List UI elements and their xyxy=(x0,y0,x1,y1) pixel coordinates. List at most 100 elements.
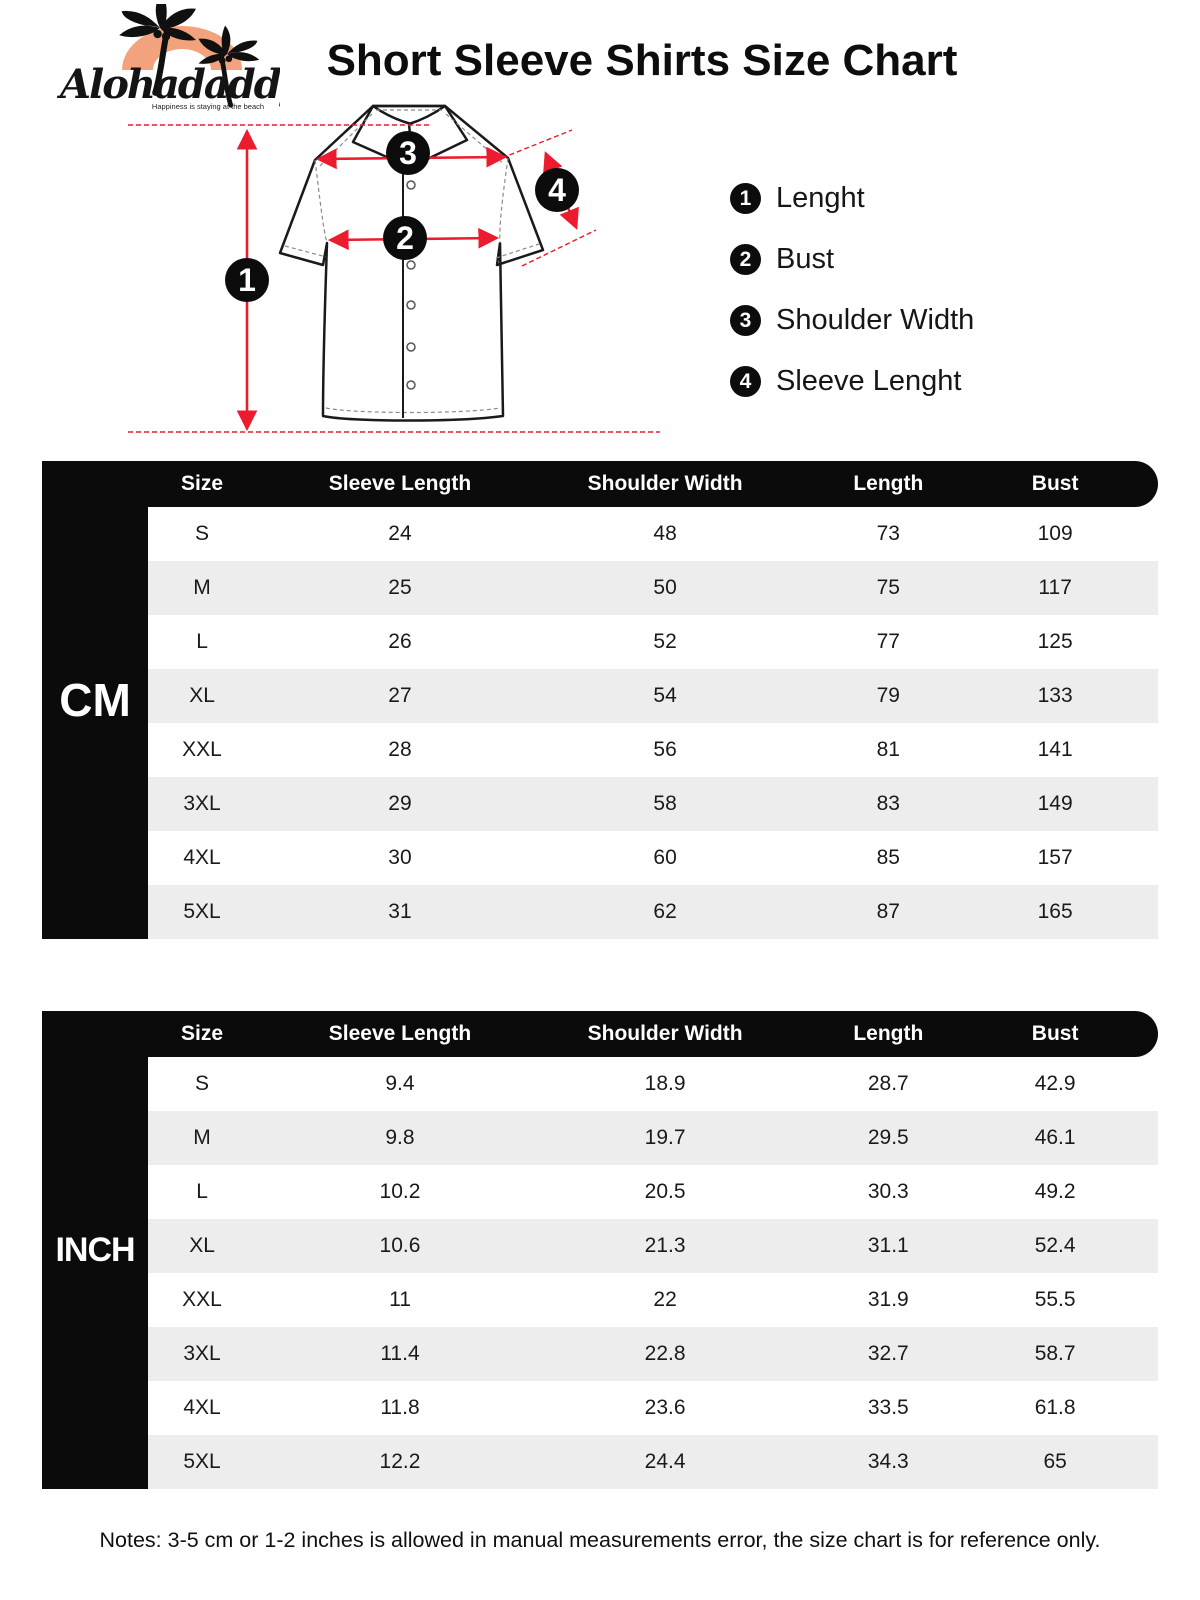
table-cell: 26 xyxy=(388,630,412,653)
diagram-marker-shoulder: 3 xyxy=(386,131,430,175)
table-cell: 18.9 xyxy=(644,1072,686,1095)
table-cell: 75 xyxy=(876,576,900,599)
table-cell: 10.6 xyxy=(379,1234,421,1257)
table-cell: 9.4 xyxy=(385,1072,415,1095)
size-table-cm: CM Size Sleeve Length Shoulder Width Len… xyxy=(42,461,1158,939)
table-cell: 60 xyxy=(653,846,677,869)
table-cell: 5XL xyxy=(183,900,221,923)
table-row: M 25 50 75 117 xyxy=(148,561,1158,615)
column-header-shoulder-width: Shoulder Width xyxy=(587,1022,743,1045)
table-cell: 33.5 xyxy=(867,1396,909,1419)
table-cell: L xyxy=(196,630,208,653)
svg-text:3: 3 xyxy=(399,135,417,171)
table-cell: 81 xyxy=(876,738,900,761)
table-row: 4XL 30 60 85 157 xyxy=(148,831,1158,885)
table-cell: 32.7 xyxy=(867,1342,909,1365)
brand-tagline: Happiness is staying at the beach xyxy=(152,102,264,111)
table-cell: 46.1 xyxy=(1034,1126,1076,1149)
table-row: L 26 52 77 125 xyxy=(148,615,1158,669)
table-cell: 56 xyxy=(653,738,677,761)
table-cell: 12.2 xyxy=(379,1450,421,1473)
table-cell: 3XL xyxy=(183,1342,221,1365)
table-cell: 165 xyxy=(1037,900,1073,923)
legend-item-length: 1 Lenght xyxy=(730,182,974,214)
column-header-length: Length xyxy=(853,472,924,495)
table-cell: 30.3 xyxy=(867,1180,909,1203)
table-cell: 65 xyxy=(1043,1450,1067,1473)
table-cell: 28.7 xyxy=(867,1072,909,1095)
table-cell: 50 xyxy=(653,576,677,599)
table-cell: 141 xyxy=(1037,738,1073,761)
table-cell: 42.9 xyxy=(1034,1072,1076,1095)
measurement-legend: 1 Lenght 2 Bust 3 Shoulder Width 4 Sleev… xyxy=(730,182,975,427)
table-cell: 29.5 xyxy=(867,1126,909,1149)
table-row: 4XL 11.8 23.6 33.5 61.8 xyxy=(148,1381,1158,1435)
table-cell: 49.2 xyxy=(1034,1180,1076,1203)
table-cell: XL xyxy=(189,684,215,707)
table-row: 5XL 31 62 87 165 xyxy=(148,885,1158,939)
table-cell: S xyxy=(195,522,210,545)
legend-label: Sleeve Lenght xyxy=(776,365,962,397)
table-cell: 58 xyxy=(653,792,677,815)
diagram-marker-sleeve: 4 xyxy=(535,168,579,212)
column-header-size: Size xyxy=(181,1022,224,1045)
table-cell: 31.9 xyxy=(867,1288,909,1311)
table-cell: 28 xyxy=(388,738,412,761)
column-header-bust: Bust xyxy=(1031,1022,1079,1045)
table-cell: 62 xyxy=(653,900,677,923)
palm-tree-icon xyxy=(198,25,260,108)
page-title: Short Sleeve Shirts Size Chart xyxy=(326,36,958,85)
table-header-cm: Size Sleeve Length Shoulder Width Length… xyxy=(42,461,1158,507)
unit-label-cm: CM xyxy=(42,461,148,939)
diagram-marker-length: 1 xyxy=(225,258,269,302)
legend-item-bust: 2 Bust xyxy=(730,243,974,275)
table-cell: 52 xyxy=(653,630,677,653)
brand-name: Alohadaddy xyxy=(56,61,280,108)
legend-number-badge: 3 xyxy=(730,305,761,336)
column-header-sleeve-length: Sleeve Length xyxy=(328,1022,472,1045)
table-row: 5XL 12.2 24.4 34.3 65 xyxy=(148,1435,1158,1489)
table-cell: 11 xyxy=(389,1288,411,1311)
column-header-shoulder-width: Shoulder Width xyxy=(587,472,743,495)
table-cell: 34.3 xyxy=(867,1450,909,1473)
table-cell: 77 xyxy=(876,630,900,653)
table-cell: 3XL xyxy=(183,792,221,815)
table-cell: S xyxy=(195,1072,210,1095)
legend-label: Shoulder Width xyxy=(776,304,975,336)
table-cell: 54 xyxy=(653,684,677,707)
table-cell: 21.3 xyxy=(644,1234,686,1257)
table-cell: 61.8 xyxy=(1034,1396,1076,1419)
legend-label: Lenght xyxy=(776,182,865,214)
table-cell: 52.4 xyxy=(1034,1234,1076,1257)
table-row: XXL 11 22 31.9 55.5 xyxy=(148,1273,1158,1327)
size-table-inch: INCH Size Sleeve Length Shoulder Width L… xyxy=(42,1011,1158,1489)
table-cell: 24 xyxy=(388,522,412,545)
table-cell: 29 xyxy=(388,792,412,815)
unit-label-inch: INCH xyxy=(42,1011,148,1489)
shirt-measurement-diagram: 1 2 3 4 xyxy=(128,104,660,433)
table-cell: 22.8 xyxy=(644,1342,686,1365)
table-cell: 83 xyxy=(876,792,900,815)
table-cell: 55.5 xyxy=(1034,1288,1076,1311)
table-cell: 4XL xyxy=(183,1396,221,1419)
legend-item-sleeve-length: 4 Sleeve Lenght xyxy=(730,365,974,397)
table-row: XL 10.6 21.3 31.1 52.4 xyxy=(148,1219,1158,1273)
table-row: S 9.4 18.9 28.7 42.9 xyxy=(148,1057,1158,1111)
legend-number-badge: 2 xyxy=(730,244,761,275)
table-cell: 58.7 xyxy=(1034,1342,1076,1365)
svg-text:2: 2 xyxy=(396,220,414,256)
table-cell: M xyxy=(193,576,211,599)
table-cell: 24.4 xyxy=(644,1450,686,1473)
table-row: XXL 28 56 81 141 xyxy=(148,723,1158,777)
table-cell: 11.8 xyxy=(380,1396,420,1419)
table-cell: 117 xyxy=(1038,576,1072,599)
brand-logo: Alohadaddy Happiness is staying at the b… xyxy=(56,4,280,111)
table-cell: 23.6 xyxy=(644,1396,686,1419)
table-cell: 25 xyxy=(388,576,412,599)
column-header-bust: Bust xyxy=(1031,472,1079,495)
column-header-length: Length xyxy=(853,1022,924,1045)
table-cell: 85 xyxy=(876,846,900,869)
table-cell: 27 xyxy=(388,684,412,707)
svg-text:1: 1 xyxy=(238,262,256,298)
table-cell: 133 xyxy=(1037,684,1073,707)
